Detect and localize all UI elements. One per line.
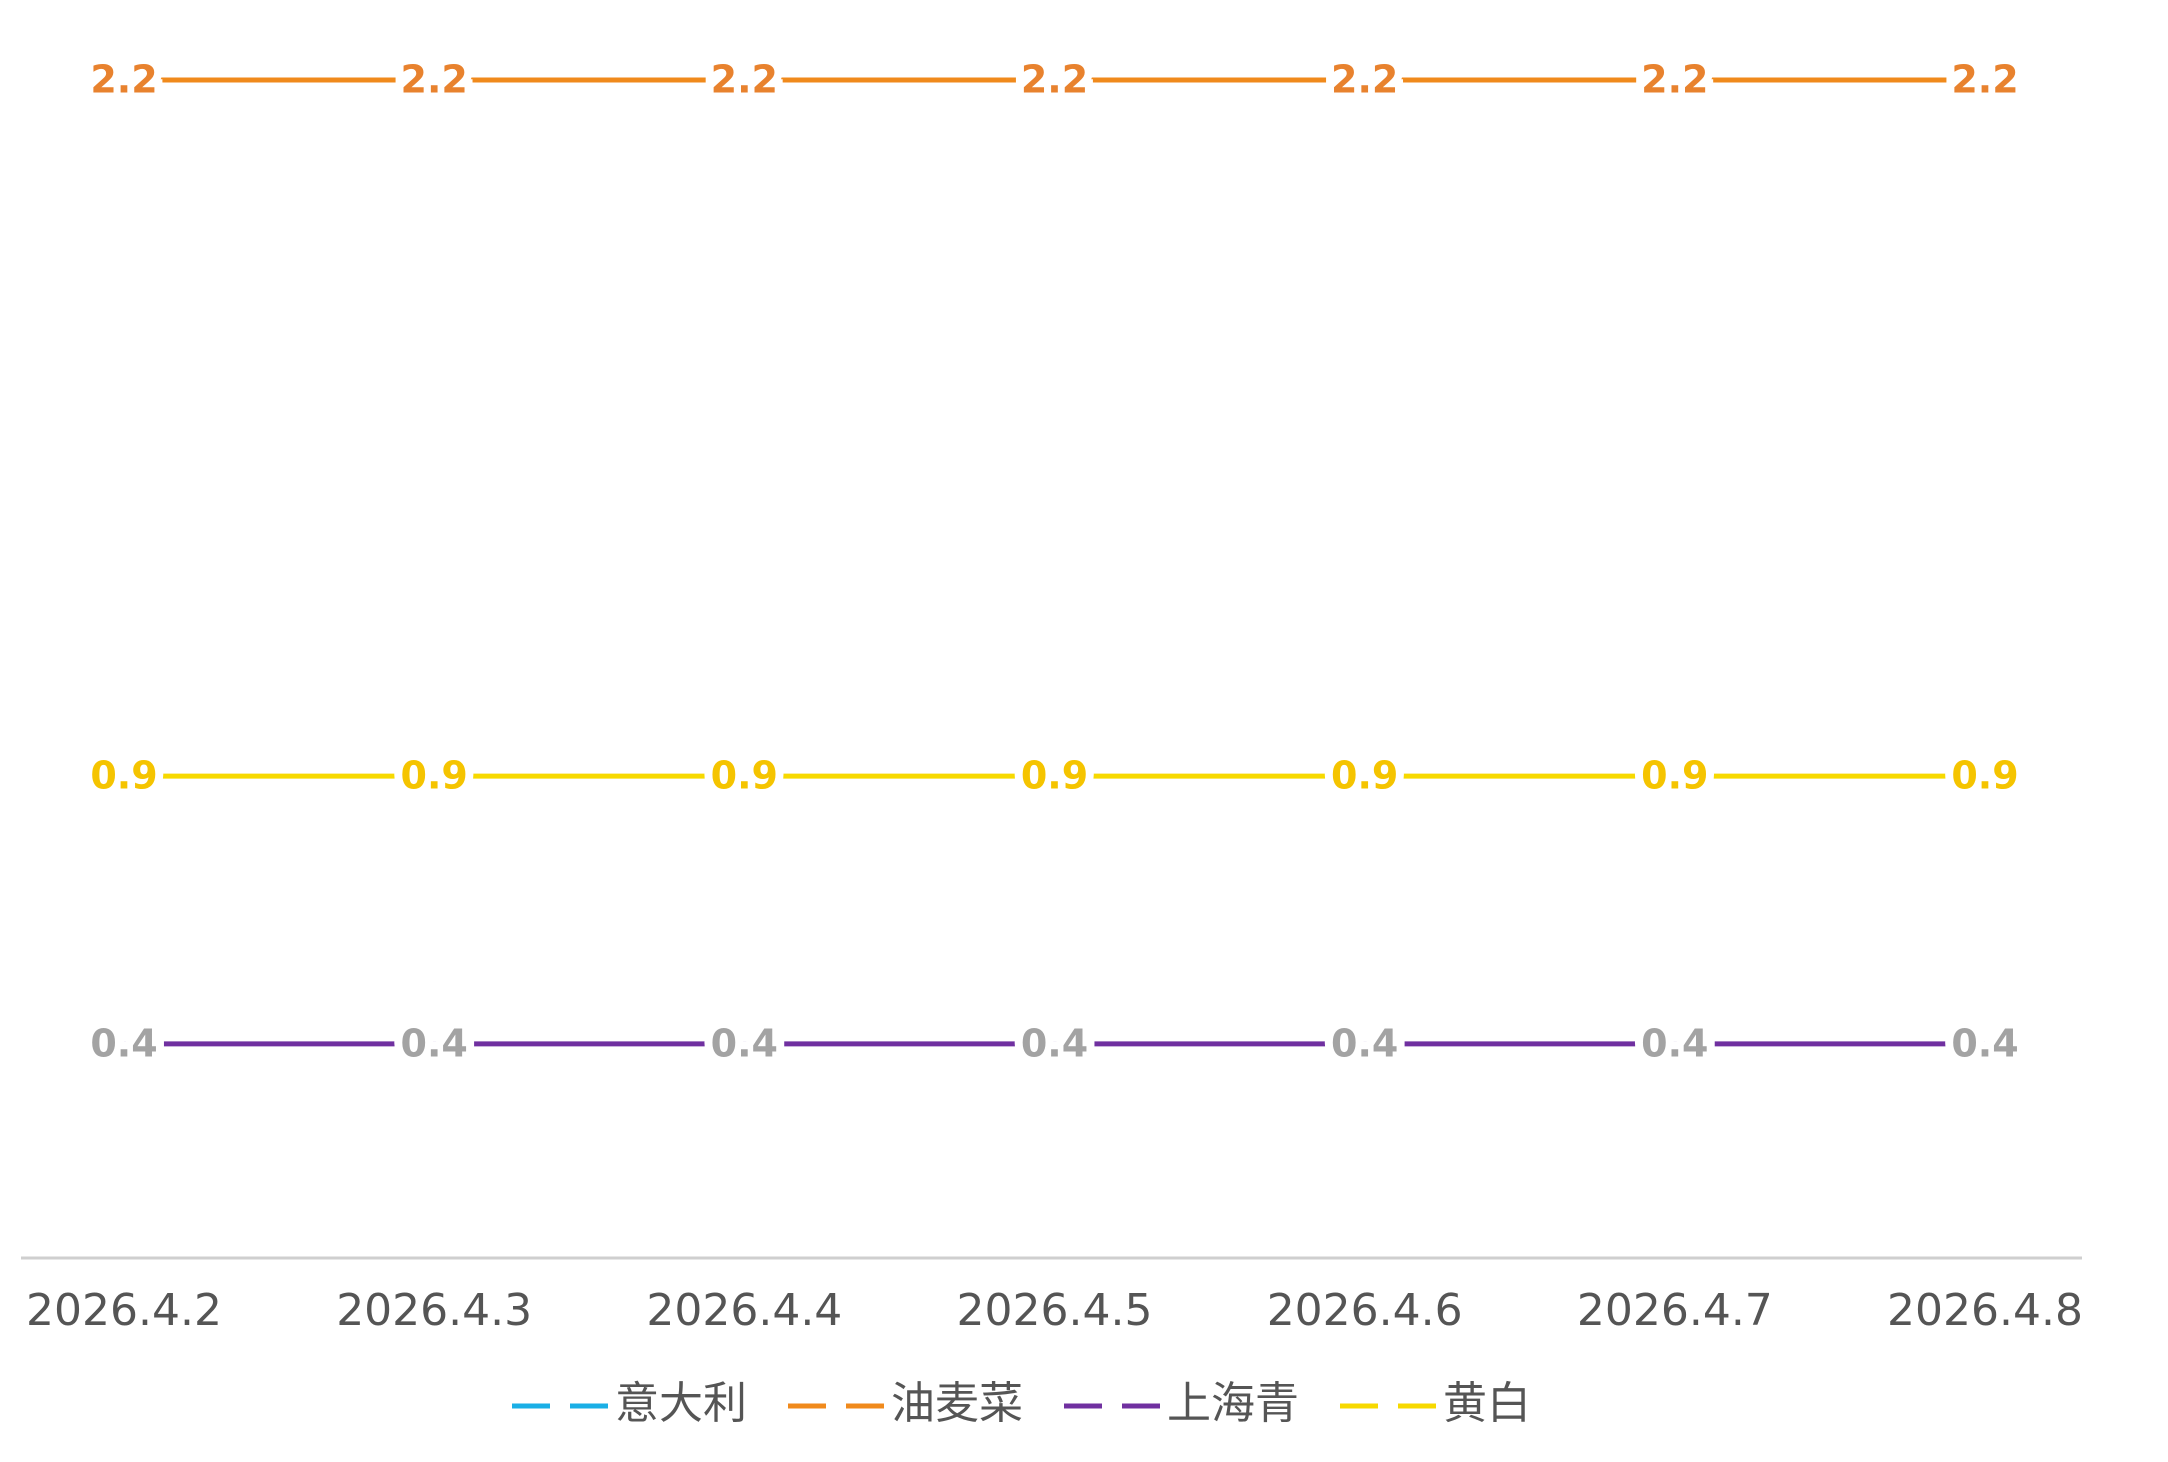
legend-label: 油麦菜 <box>891 1378 1023 1429</box>
data-label: 0.9 <box>90 754 157 798</box>
legend-label: 黄白 <box>1443 1378 1531 1429</box>
data-label: 2.2 <box>90 58 157 102</box>
data-label: 0.9 <box>401 754 468 798</box>
data-label: 0.4 <box>1641 1021 1708 1065</box>
x-tick-label: 2026.4.4 <box>646 1285 842 1336</box>
legend-label: 上海青 <box>1167 1378 1299 1429</box>
legend-label: 意大利 <box>615 1378 747 1429</box>
data-label: 2.2 <box>1641 58 1708 102</box>
data-label: 2.2 <box>711 58 778 102</box>
data-label: 0.9 <box>711 754 778 798</box>
data-label: 0.9 <box>1641 754 1708 798</box>
x-tick-label: 2026.4.2 <box>26 1285 222 1336</box>
data-label: 0.9 <box>1951 754 2018 798</box>
data-label: 0.4 <box>90 1021 157 1065</box>
data-label: 0.4 <box>1331 1021 1398 1065</box>
x-tick-label: 2026.4.6 <box>1267 1285 1463 1336</box>
data-label: 2.2 <box>1331 58 1398 102</box>
x-tick-label: 2026.4.8 <box>1887 1285 2083 1336</box>
data-label: 0.4 <box>401 1021 468 1065</box>
data-label: 2.2 <box>1951 58 2018 102</box>
data-label: 0.4 <box>711 1021 778 1065</box>
data-label: 0.9 <box>1021 754 1088 798</box>
data-label: 0.4 <box>1951 1021 2018 1065</box>
x-tick-label: 2026.4.5 <box>957 1285 1153 1336</box>
x-tick-label: 2026.4.3 <box>336 1285 532 1336</box>
data-label: 0.9 <box>1331 754 1398 798</box>
x-tick-label: 2026.4.7 <box>1577 1285 1773 1336</box>
data-label: 0.4 <box>1021 1021 1088 1065</box>
data-label: 2.2 <box>1021 58 1088 102</box>
data-label: 2.2 <box>401 58 468 102</box>
